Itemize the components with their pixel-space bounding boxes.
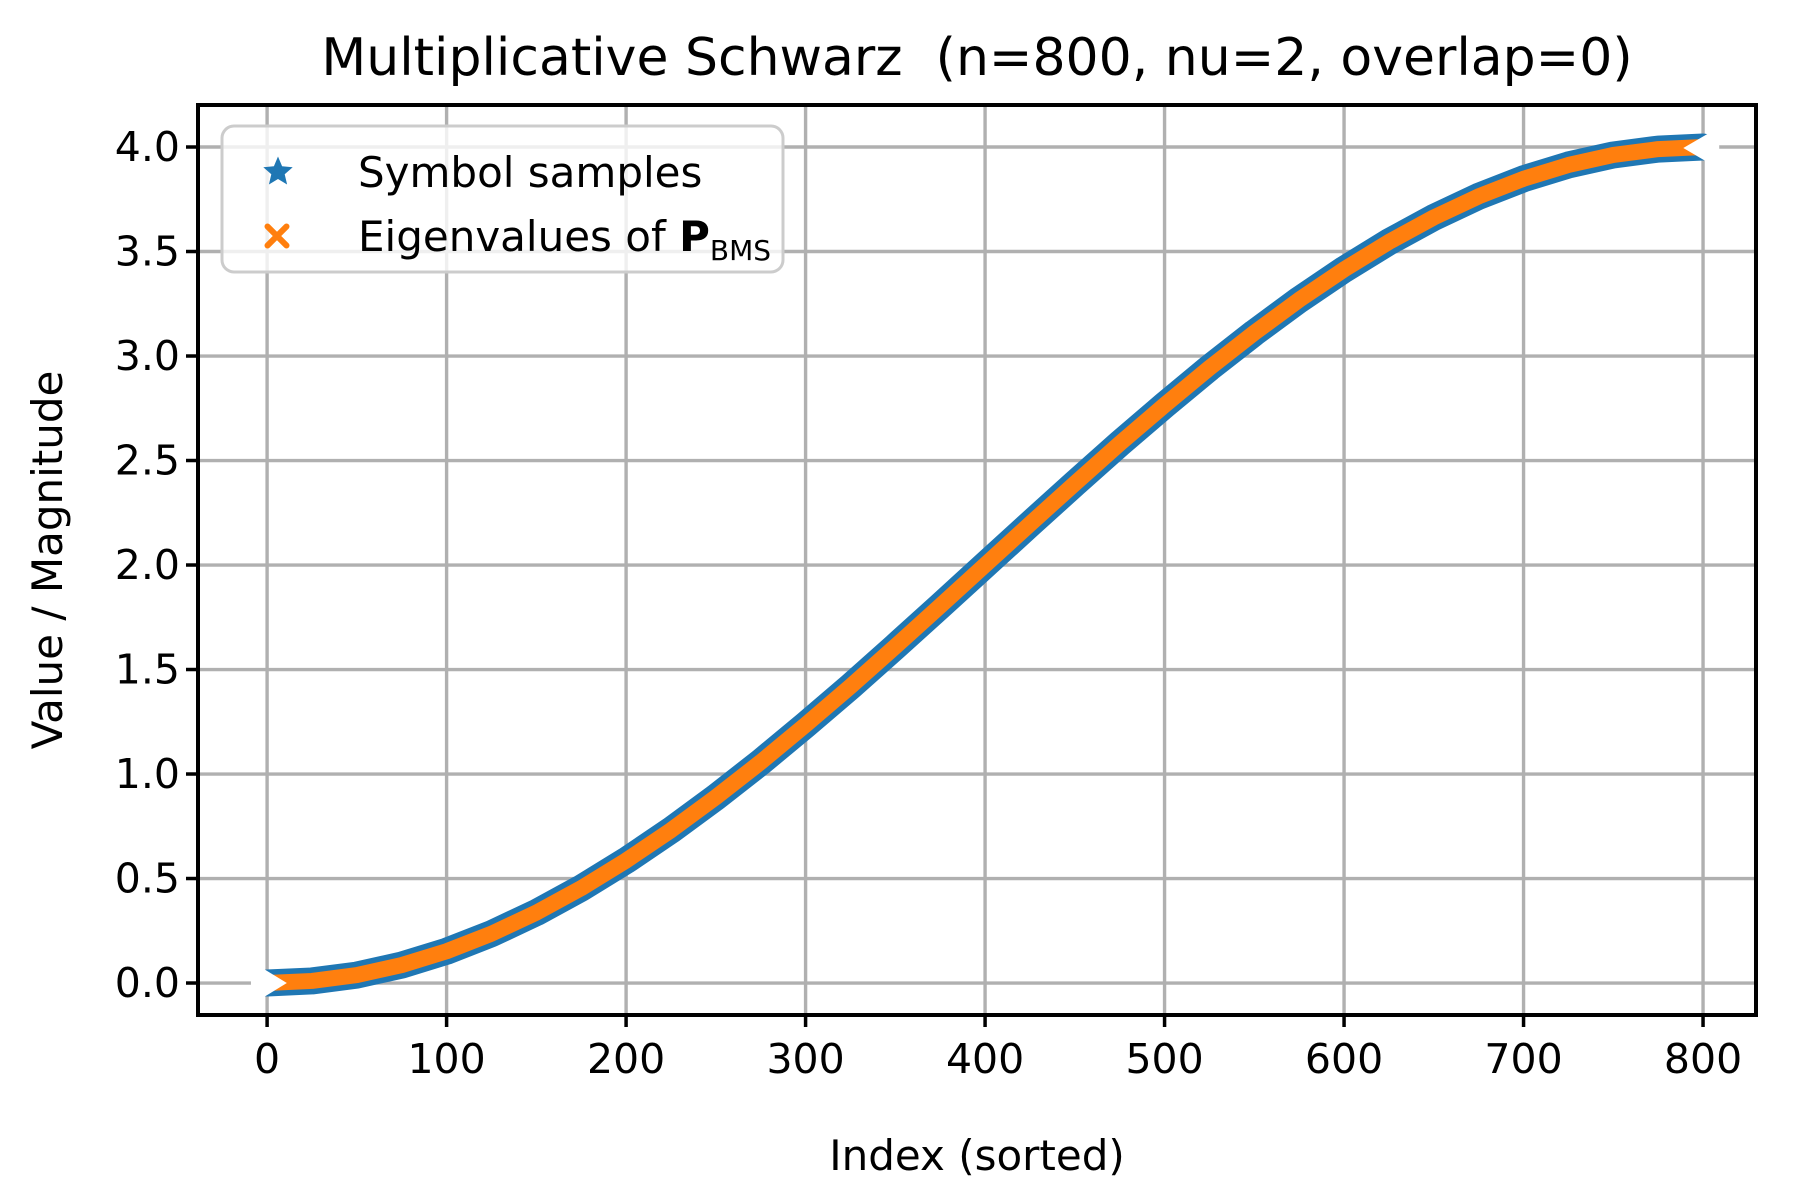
x-tick-label-400: 400: [946, 1035, 1024, 1083]
y-tick-label-0: 0.0: [115, 959, 180, 1007]
ticks: [186, 145, 1705, 1027]
plot-border: [196, 103, 1758, 1017]
y-tick-label-1.5: 1.5: [115, 646, 180, 694]
x-tick-label-0: 0: [254, 1035, 280, 1083]
band-tip-notch-left: [250, 961, 287, 1005]
series-eigenvalues: [259, 139, 1712, 992]
band-tip-notch-right: [1683, 127, 1720, 169]
legend-label-eigenvalues-prefix: Eigenvalues of: [358, 212, 679, 261]
chart-title: Multiplicative Schwarz (n=800, nu=2, ove…: [321, 28, 1632, 88]
legend-x-icon: [264, 223, 290, 249]
legend-star-icon: [263, 156, 293, 185]
y-axis-label: Value / Magnitude: [23, 371, 72, 750]
x-tick-label-300: 300: [766, 1035, 844, 1083]
legend-box: [220, 124, 785, 274]
x-axis-label: Index (sorted): [829, 1131, 1125, 1180]
y-tick-label-2.5: 2.5: [115, 437, 180, 485]
y-tick-label-1: 1.0: [115, 750, 180, 798]
legend-label-eigenvalues: Eigenvalues of PBMS: [358, 212, 771, 267]
x-tick-label-800: 800: [1664, 1035, 1742, 1083]
x-tick-label-200: 200: [587, 1035, 665, 1083]
x-tick-label-500: 500: [1125, 1035, 1203, 1083]
y-tick-label-3.5: 3.5: [115, 228, 180, 276]
legend: Symbol samples Eigenvalues of PBMS: [220, 124, 785, 274]
legend-label-eigenvalues-matrix: P: [679, 212, 710, 261]
y-tick-label-3: 3.0: [115, 332, 180, 380]
y-tick-label-4: 4.0: [115, 123, 180, 171]
x-tick-label-700: 700: [1484, 1035, 1562, 1083]
legend-label-eigenvalues-subscript: BMS: [710, 234, 771, 267]
y-tick-label-2: 2.0: [115, 541, 180, 589]
legend-label-symbol-samples: Symbol samples: [358, 148, 702, 197]
x-tick-label-100: 100: [407, 1035, 485, 1083]
y-tick-label-0.5: 0.5: [115, 855, 180, 903]
x-tick-label-600: 600: [1305, 1035, 1383, 1083]
